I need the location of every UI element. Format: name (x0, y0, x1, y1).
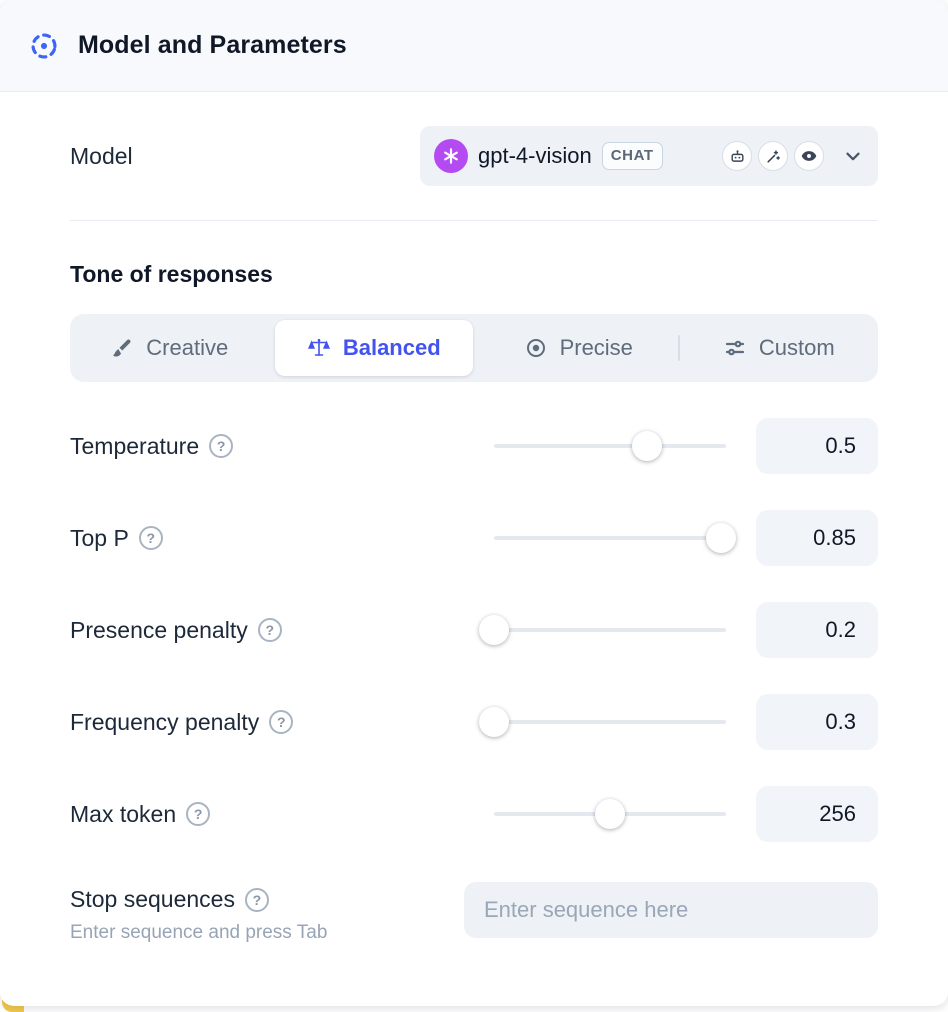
top-p-value[interactable]: 0.85 (756, 510, 878, 566)
chevron-down-icon (842, 145, 864, 167)
selected-model-name: gpt-4-vision (478, 143, 592, 168)
parameter-label-text: Temperature (70, 432, 200, 459)
tone-option-label: Precise (559, 335, 633, 360)
max-token-value[interactable]: 256 (756, 786, 878, 842)
parameter-label: Top P (70, 525, 494, 552)
tone-heading: Tone of responses (70, 261, 273, 287)
parameter-label-text: Max token (70, 800, 177, 827)
slider-thumb[interactable] (706, 523, 737, 553)
panel-title: Model and Parameters (78, 31, 347, 59)
stop-sequences-row: Stop sequences Enter sequence and press … (70, 882, 878, 944)
help-icon[interactable] (257, 618, 282, 642)
model-capability-icons (722, 141, 824, 171)
parameter-label: Frequency penalty (70, 709, 494, 736)
help-icon[interactable] (138, 526, 163, 550)
temperature-slider[interactable] (494, 431, 726, 461)
slider-track (494, 720, 726, 724)
top-p-slider[interactable] (494, 523, 737, 553)
tone-option-label: Balanced (342, 335, 441, 360)
presence-penalty-slider[interactable] (479, 615, 726, 645)
presence-penalty-value[interactable]: 0.2 (756, 602, 878, 658)
panel-header: Model and Parameters (0, 0, 948, 92)
stop-sequences-label: Stop sequences (70, 886, 235, 912)
slider-thumb[interactable] (479, 707, 509, 737)
help-icon[interactable] (244, 887, 269, 912)
tone-option-label: Creative (146, 335, 229, 360)
tone-divider (677, 335, 680, 361)
parameter-row-top-p: Top P 0.85 (70, 510, 878, 566)
model-type-badge: CHAT (601, 142, 663, 170)
stop-sequence-input[interactable] (464, 882, 878, 938)
frequency-penalty-value[interactable]: 0.3 (756, 694, 878, 750)
sliders-icon (725, 340, 744, 356)
tone-option-precise[interactable]: Precise (479, 314, 678, 382)
magic-wand-icon (758, 141, 788, 171)
help-icon[interactable] (209, 434, 234, 458)
slider-track (494, 536, 726, 540)
target-icon (526, 339, 545, 357)
parameter-row-frequency-penalty: Frequency penalty 0.3 (70, 694, 878, 750)
tone-option-label: Custom (758, 335, 835, 360)
model-parameters-icon (28, 30, 60, 62)
section-divider (70, 220, 878, 221)
slider-track (494, 444, 726, 448)
parameter-label: Max token (70, 801, 494, 828)
parameter-label: Temperature (70, 433, 494, 460)
slider-thumb[interactable] (595, 799, 625, 829)
parameter-row-temperature: Temperature 0.5 (70, 418, 878, 474)
vision-eye-icon (794, 141, 824, 171)
brush-icon (113, 339, 131, 357)
stop-sequences-hint: Enter sequence and press Tab (70, 922, 328, 943)
tone-selector: Creative Balanced Precise (70, 314, 878, 382)
tone-option-creative[interactable]: Creative (70, 314, 269, 382)
slider-thumb[interactable] (632, 431, 663, 461)
parameter-label-text: Top P (70, 524, 129, 551)
tone-option-balanced[interactable]: Balanced (274, 320, 473, 376)
model-label: Model (70, 142, 133, 169)
scales-icon (307, 338, 330, 356)
model-row: Model gpt-4-vision CHAT (70, 126, 878, 186)
temperature-value[interactable]: 0.5 (756, 418, 878, 474)
parameter-row-presence-penalty: Presence penalty 0.2 (70, 602, 878, 658)
help-icon[interactable] (269, 710, 294, 734)
slider-track (494, 628, 726, 632)
openai-logo-icon (434, 139, 468, 173)
slider-thumb[interactable] (479, 615, 509, 645)
stop-sequences-labels: Stop sequences Enter sequence and press … (70, 882, 464, 944)
tone-option-custom[interactable]: Custom (680, 314, 879, 382)
parameter-label-text: Presence penalty (70, 616, 248, 643)
max-token-slider[interactable] (494, 799, 726, 829)
parameter-label: Presence penalty (70, 617, 494, 644)
parameter-row-max-token: Max token 256 (70, 786, 878, 842)
robot-icon (722, 141, 752, 171)
help-icon[interactable] (186, 802, 211, 826)
parameter-label-text: Frequency penalty (70, 708, 260, 735)
model-select[interactable]: gpt-4-vision CHAT (420, 126, 878, 186)
frequency-penalty-slider[interactable] (479, 707, 726, 737)
